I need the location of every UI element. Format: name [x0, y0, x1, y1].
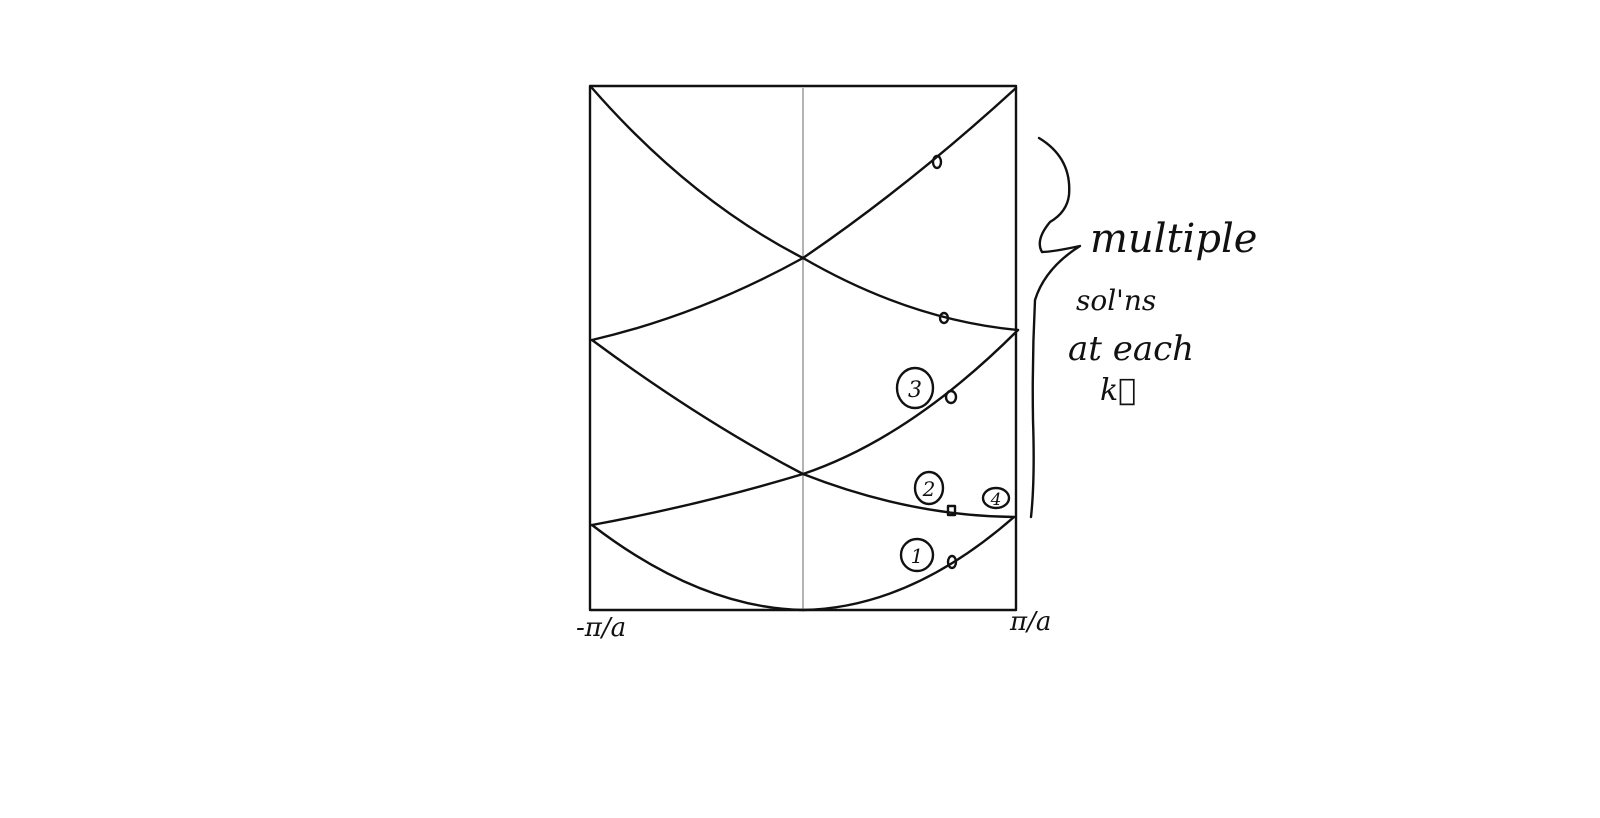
marker-2: 2: [913, 470, 945, 506]
solution-dot-band-2: [946, 504, 957, 517]
marker-1: 1: [899, 537, 935, 573]
brace: [1029, 136, 1082, 519]
marker-4-label: 4: [990, 490, 1002, 510]
annotation-line-2: sol'ns: [1076, 284, 1156, 317]
marker-4: 4: [981, 486, 1011, 510]
marker-3: 3: [895, 366, 935, 410]
band-3-curve: [590, 328, 1020, 527]
annotation-line-3: at each: [1068, 329, 1194, 369]
solution-dot-band-1: [946, 554, 958, 570]
band-4-curve: [590, 86, 1020, 332]
marker-3-label: 3: [908, 378, 922, 403]
band-5-curve: [590, 86, 1018, 342]
solution-dot-band-3: [944, 389, 958, 405]
solution-dot-band-5: [931, 154, 943, 170]
annotation-line-1: multiple: [1090, 216, 1257, 262]
marker-2-label: 2: [922, 477, 936, 501]
marker-1-label: 1: [911, 544, 924, 568]
annotation-line-4: k⃗: [1100, 373, 1136, 408]
axis-right-label: π/a: [1009, 607, 1051, 637]
solution-dot-band-4: [938, 311, 950, 325]
axis-left-label: -π/a: [576, 613, 626, 643]
